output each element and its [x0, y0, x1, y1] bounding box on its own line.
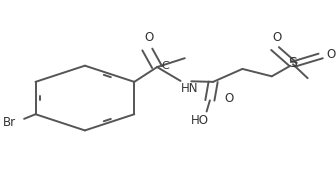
- Text: HO: HO: [191, 114, 209, 127]
- Text: S: S: [289, 56, 297, 70]
- Text: HN: HN: [181, 83, 199, 95]
- Text: O: O: [327, 48, 336, 61]
- Text: O: O: [224, 92, 234, 105]
- Text: O: O: [144, 31, 154, 44]
- Text: O: O: [272, 31, 281, 44]
- Text: C: C: [161, 61, 169, 71]
- Text: Br: Br: [3, 116, 16, 129]
